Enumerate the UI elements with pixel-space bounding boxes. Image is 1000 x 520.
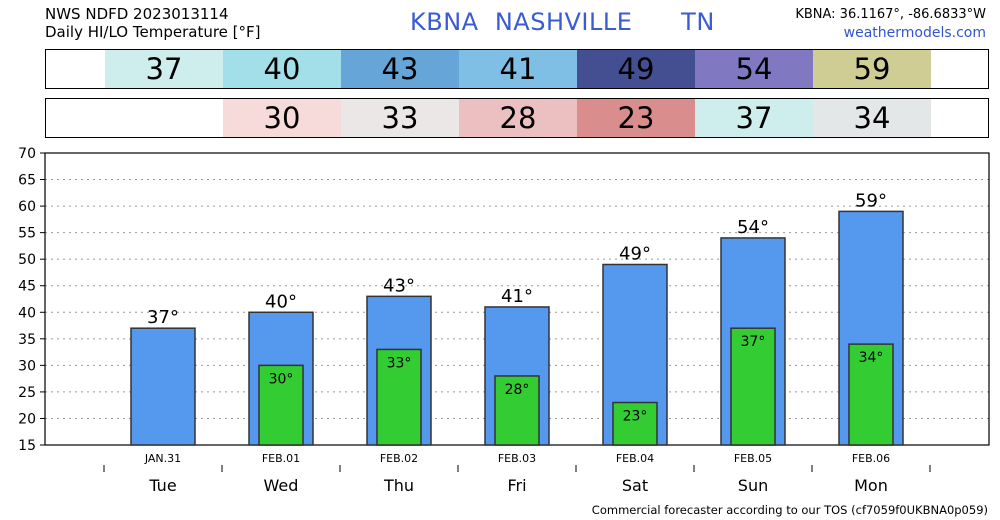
low-temp-bar: [612, 401, 658, 446]
low-temp-bar: [730, 327, 776, 446]
y-tick-label: 20: [18, 411, 36, 427]
site-link[interactable]: weathermodels.com: [843, 25, 986, 41]
low-temp-label: 37°: [741, 334, 766, 350]
high-temp-strip: 37 40 43 41 49 54 59: [45, 49, 989, 89]
low-temp-cell: 34: [813, 99, 931, 137]
high-temp-label: 40°: [265, 291, 297, 312]
high-temp-bar: [130, 327, 196, 446]
low-temp-bar: [494, 375, 540, 446]
header-right: KBNA: 36.1167°, -86.6833°W weathermodels…: [795, 5, 986, 43]
y-tick-label: 55: [18, 226, 36, 242]
low-temp-strip: 30 33 28 23 37 34: [45, 98, 989, 138]
date-label: FEB.05: [734, 452, 772, 465]
low-temp-cell: 23: [577, 99, 695, 137]
low-temp-bar: [258, 364, 304, 446]
low-temp-label: 34°: [859, 350, 884, 366]
y-tick-label: 65: [18, 173, 36, 189]
date-label: FEB.03: [498, 452, 536, 465]
y-tick-label: 50: [18, 252, 36, 268]
y-tick-label: 15: [18, 438, 36, 454]
product-title: Daily HI/LO Temperature [°F]: [45, 23, 261, 41]
high-temp-cell: 43: [341, 50, 459, 88]
day-label: Sat: [622, 476, 648, 495]
day-label: Fri: [507, 476, 526, 495]
y-tick-label: 70: [18, 146, 36, 162]
day-label: Tue: [148, 476, 176, 495]
day-label: Wed: [264, 476, 299, 495]
high-temp-label: 49°: [619, 243, 651, 264]
high-temp-cell: 37: [105, 50, 223, 88]
high-temp-label: 41°: [501, 286, 533, 307]
station-coords: KBNA: 36.1167°, -86.6833°W: [795, 7, 986, 22]
low-temp-cell: 30: [223, 99, 341, 137]
header-left: NWS NDFD 2023013114 Daily HI/LO Temperat…: [45, 5, 261, 41]
y-tick-label: 30: [18, 358, 36, 374]
footer-note: Commercial forecaster according to our T…: [591, 503, 988, 517]
day-label: Sun: [738, 476, 768, 495]
high-temp-label: 43°: [383, 275, 415, 296]
high-temp-label: 37°: [147, 307, 179, 328]
low-temp-label: 28°: [505, 382, 530, 398]
day-label: Mon: [854, 476, 888, 495]
y-tick-label: 40: [18, 305, 36, 321]
date-label: FEB.02: [380, 452, 418, 465]
date-label: FEB.06: [852, 452, 890, 465]
high-temp-cell: 40: [223, 50, 341, 88]
date-label: FEB.04: [616, 452, 654, 465]
high-temp-cell: 49: [577, 50, 695, 88]
high-temp-label: 54°: [737, 217, 769, 238]
y-tick-label: 35: [18, 332, 36, 348]
low-temp-bar: [848, 343, 894, 446]
low-temp-bar: [376, 348, 422, 446]
low-temp-cell: 33: [341, 99, 459, 137]
y-tick-label: 60: [18, 199, 36, 215]
high-temp-label: 59°: [855, 190, 887, 211]
low-temp-cell: 28: [459, 99, 577, 137]
low-temp-label: 30°: [269, 371, 294, 387]
y-tick-label: 25: [18, 385, 36, 401]
high-temp-cell: 59: [813, 50, 931, 88]
high-temp-cell: 41: [459, 50, 577, 88]
low-temp-label: 33°: [387, 355, 412, 371]
day-label: Thu: [383, 476, 414, 495]
date-label: FEB.01: [262, 452, 300, 465]
station-title: KBNA NASHVILLE TN: [410, 8, 715, 36]
high-temp-cell: 54: [695, 50, 813, 88]
model-run-label: NWS NDFD 2023013114: [45, 5, 229, 23]
low-temp-label: 23°: [623, 409, 648, 425]
y-tick-label: 45: [18, 279, 36, 295]
date-label: JAN.31: [144, 452, 181, 465]
low-temp-cell: 37: [695, 99, 813, 137]
